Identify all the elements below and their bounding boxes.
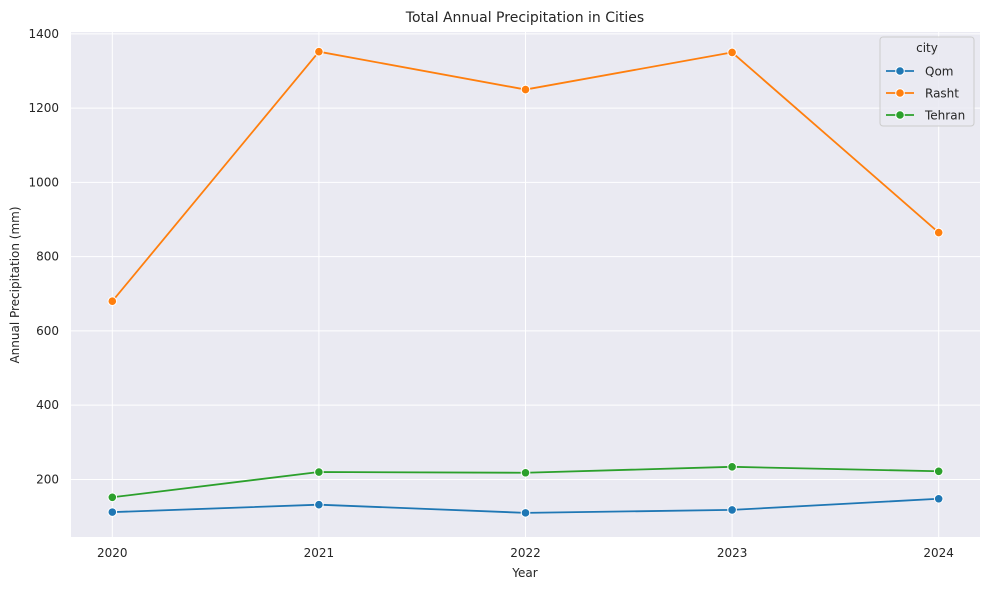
data-point bbox=[107, 296, 118, 307]
legend-label: Rasht bbox=[925, 87, 959, 101]
legend-label: Qom bbox=[925, 65, 953, 79]
data-point bbox=[727, 47, 737, 58]
y-axis-label: Annual Precipitation (mm) bbox=[8, 206, 22, 363]
legend-box bbox=[879, 36, 975, 127]
data-point bbox=[107, 507, 118, 517]
legend-title: city bbox=[916, 41, 938, 55]
data-point bbox=[314, 467, 324, 477]
data-point bbox=[727, 462, 737, 472]
legend-marker bbox=[895, 88, 905, 98]
legend-item-rasht: Rasht bbox=[886, 87, 959, 101]
x-tick-label: 2021 bbox=[304, 546, 335, 560]
data-point bbox=[933, 466, 944, 477]
data-point bbox=[520, 467, 531, 478]
tick-labels: 200 400 600 800 1000 1200 1400 2020 2021 2022 2023… bbox=[28, 27, 954, 560]
data-point bbox=[933, 227, 944, 238]
y-tick-label: 200 bbox=[36, 472, 59, 486]
data-point bbox=[727, 505, 737, 515]
x-tick-label: 2023 bbox=[717, 546, 748, 560]
series-tehran bbox=[107, 462, 944, 503]
chart-title: Total Annual Precipitation in Cities bbox=[405, 10, 644, 26]
y-tick-label: 1400 bbox=[28, 27, 59, 41]
x-tick-label: 2024 bbox=[923, 546, 954, 560]
legend: city Qom Rasht Tehran bbox=[879, 36, 975, 127]
data-point bbox=[107, 492, 118, 503]
y-tick-label: 800 bbox=[36, 250, 59, 264]
series-qom bbox=[107, 493, 944, 518]
legend-item-qom: Qom bbox=[886, 65, 953, 79]
x-tick-label: 2022 bbox=[510, 546, 541, 560]
data-point bbox=[933, 493, 944, 504]
legend-marker bbox=[895, 110, 905, 120]
x-axis-label: Year bbox=[511, 566, 537, 580]
data-point bbox=[314, 499, 324, 510]
grid-lines bbox=[71, 32, 980, 537]
series-rasht bbox=[107, 46, 944, 307]
y-tick-label: 1000 bbox=[28, 175, 59, 189]
y-tick-label: 1200 bbox=[28, 101, 59, 115]
data-point bbox=[520, 508, 531, 518]
series-layer bbox=[107, 46, 944, 518]
x-tick-label: 2020 bbox=[97, 546, 128, 560]
data-point bbox=[520, 84, 531, 95]
y-tick-label: 400 bbox=[36, 398, 59, 412]
legend-label: Tehran bbox=[924, 109, 965, 123]
data-point bbox=[314, 46, 324, 57]
legend-marker bbox=[895, 66, 905, 76]
y-tick-label: 600 bbox=[36, 324, 59, 338]
legend-item-tehran: Tehran bbox=[886, 109, 965, 123]
